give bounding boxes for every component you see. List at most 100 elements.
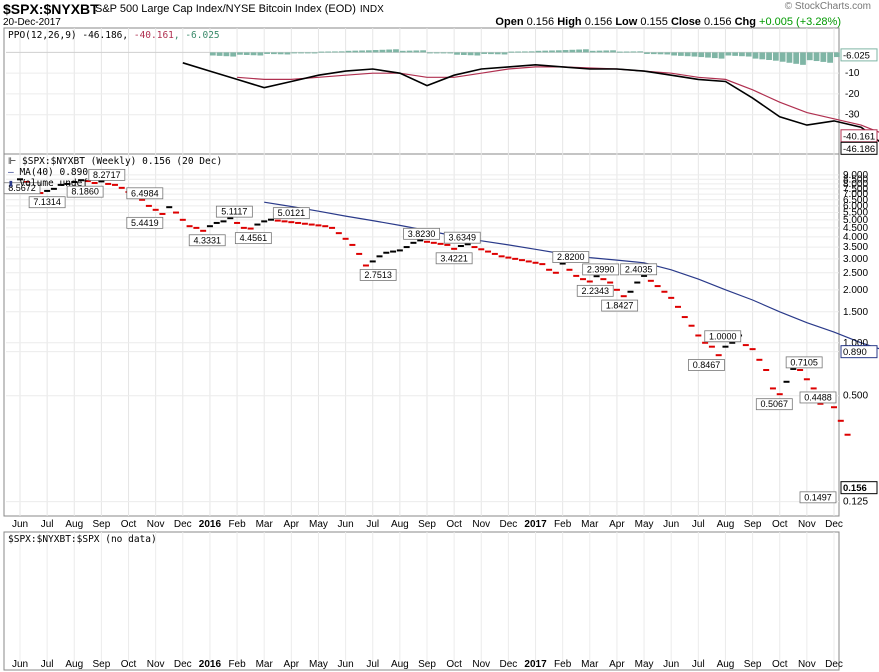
- y-tick-label: 0.500: [843, 391, 868, 402]
- ppo-histogram-bar: [793, 52, 800, 64]
- ppo-tick-label: -20: [845, 89, 860, 100]
- ppo-line: [182, 62, 879, 143]
- x-tick-label-lower: Sep: [418, 659, 436, 670]
- price-label-box: [234, 232, 272, 245]
- ppo-histogram-bar: [705, 52, 711, 58]
- ppo-histogram-bar: [610, 50, 616, 53]
- y-tick-label: 3.000: [843, 254, 868, 265]
- price-label-box: [799, 491, 837, 504]
- y-tick-label: 4.000: [843, 232, 868, 243]
- ppo-histogram-bar: [820, 52, 827, 62]
- lower-panel: [3, 531, 840, 671]
- price-label: 8.2717: [93, 170, 121, 180]
- ppo-histogram-bar: [243, 52, 250, 55]
- gridlines: [6, 28, 839, 662]
- close-value: 0.156: [704, 16, 732, 28]
- x-tick-label: May: [309, 519, 328, 530]
- ppo-legend-part-1: PPO(12,26,9) -46.186,: [8, 30, 134, 41]
- ppo-histogram-bar: [596, 50, 603, 53]
- volume-legend-icon: ▮: [8, 178, 19, 189]
- x-tick-label-lower: Jun: [12, 659, 28, 670]
- y-tick-label: 7.500: [843, 184, 868, 195]
- ppo-panel: [3, 27, 840, 155]
- ppo-histogram-bar: [515, 51, 521, 53]
- ppo-histogram-bar: [535, 50, 542, 53]
- price-label-box: [66, 185, 104, 198]
- ppo-histogram-bar: [420, 50, 426, 53]
- ppo-histogram-bar: [603, 50, 610, 53]
- ppo-histogram-bar: [359, 50, 365, 53]
- x-tick-label-lower: Jul: [692, 659, 705, 670]
- x-tick-label-lower: 2016: [199, 659, 222, 670]
- price-label-box: [552, 251, 590, 263]
- x-tick-label: Dec: [500, 519, 518, 530]
- ppo-histogram-bar: [725, 52, 732, 56]
- x-tick-label-lower: Jun: [338, 659, 354, 670]
- x-tick-label: Jul: [41, 519, 54, 530]
- ppo-histogram-bar: [589, 50, 596, 53]
- price-label-box: [188, 234, 226, 247]
- x-tick-label-lower: Jun: [663, 659, 679, 670]
- price-label: 2.8200: [557, 252, 585, 262]
- ppo-histogram-bar: [650, 52, 657, 55]
- ppo-histogram-bar: [338, 51, 345, 53]
- x-tick-label: Jun: [12, 519, 28, 530]
- ppo-histogram-bar: [569, 49, 576, 53]
- x-tick-label: Feb: [554, 519, 572, 530]
- high-label: High: [557, 16, 582, 28]
- ppo-histogram-bar: [216, 52, 223, 56]
- chg-value: +0.005 (+3.28%): [759, 16, 841, 28]
- low-label: Low: [615, 16, 638, 28]
- price-label: 1.8427: [606, 301, 634, 311]
- ppo-histogram-bar: [318, 51, 325, 53]
- x-tick-label-lower: Sep: [744, 659, 762, 670]
- ppo-histogram-value-label: -6.025: [843, 50, 870, 61]
- ppo-tick-label: -10: [845, 68, 860, 79]
- x-tick-label: Mar: [581, 519, 599, 530]
- x-tick-label: Sep: [418, 519, 436, 530]
- ppo-histogram-bar: [555, 50, 562, 53]
- x-tick-label: Jun: [663, 519, 679, 530]
- ppo-histogram-bar: [630, 51, 637, 53]
- y-tick-label: 0.125: [843, 497, 868, 508]
- ppo-value-label-box: [840, 141, 878, 155]
- x-tick-label-lower: Dec: [500, 659, 518, 670]
- y-tick-label: 2.000: [843, 285, 868, 296]
- price-label-box: [799, 391, 837, 404]
- close-value-label: 0.156: [843, 483, 867, 494]
- price-legend-text: $SPX:$NYXBT (Weekly) 0.156 (20 Dec): [22, 156, 222, 167]
- description-text: S&P 500 Large Cap Index/NYSE Bitcoin Ind…: [95, 3, 356, 15]
- y-tick-label: 9.000: [843, 170, 868, 181]
- lower-panel-legend: $SPX:$NYXBT:$SPX (no data): [8, 534, 157, 545]
- price-label: 5.0121: [278, 208, 306, 218]
- ppo-histogram-bar: [264, 52, 270, 54]
- ma-value-label: 0.890: [843, 347, 867, 358]
- price-label-box: [582, 263, 620, 276]
- ppo-histogram-bar: [433, 52, 440, 54]
- price-label-box: [88, 168, 126, 181]
- ppo-histogram-bar: [230, 52, 237, 57]
- price-label-box: [755, 398, 793, 411]
- ppo-histogram-bar: [332, 51, 338, 53]
- ppo-histogram-bar: [698, 52, 705, 58]
- ma-legend-text: MA(40) 0.890: [19, 167, 88, 178]
- price-legend-title: ⊩ $SPX:$NYXBT (Weekly) 0.156 (20 Dec): [8, 156, 222, 167]
- y-tick-label: 8.500: [843, 174, 868, 185]
- x-tick-label: 2016: [199, 519, 222, 530]
- ppo-histogram-bar: [494, 52, 501, 55]
- ppo-histogram-bar: [440, 52, 447, 54]
- close-value-label-box: [840, 481, 878, 495]
- ma-value-label-box: [840, 345, 878, 359]
- ppo-histogram-bar: [745, 52, 752, 57]
- ppo-histogram-bar: [399, 50, 406, 53]
- ppo-histogram-bar: [691, 52, 698, 57]
- x-tick-label: Oct: [121, 519, 137, 530]
- price-label: 0.7105: [790, 357, 818, 367]
- ppo-histogram-bar: [657, 52, 664, 55]
- ppo-histogram-bar: [664, 52, 671, 55]
- price-label-box: [785, 356, 823, 369]
- ppo-histogram-bar: [277, 52, 284, 55]
- y-tick-label: 6.000: [843, 201, 868, 212]
- x-axis-upper: Jun Jul Aug Sep Oct Nov Dec 2016 Feb Mar Apr May Jun…: [12, 519, 843, 530]
